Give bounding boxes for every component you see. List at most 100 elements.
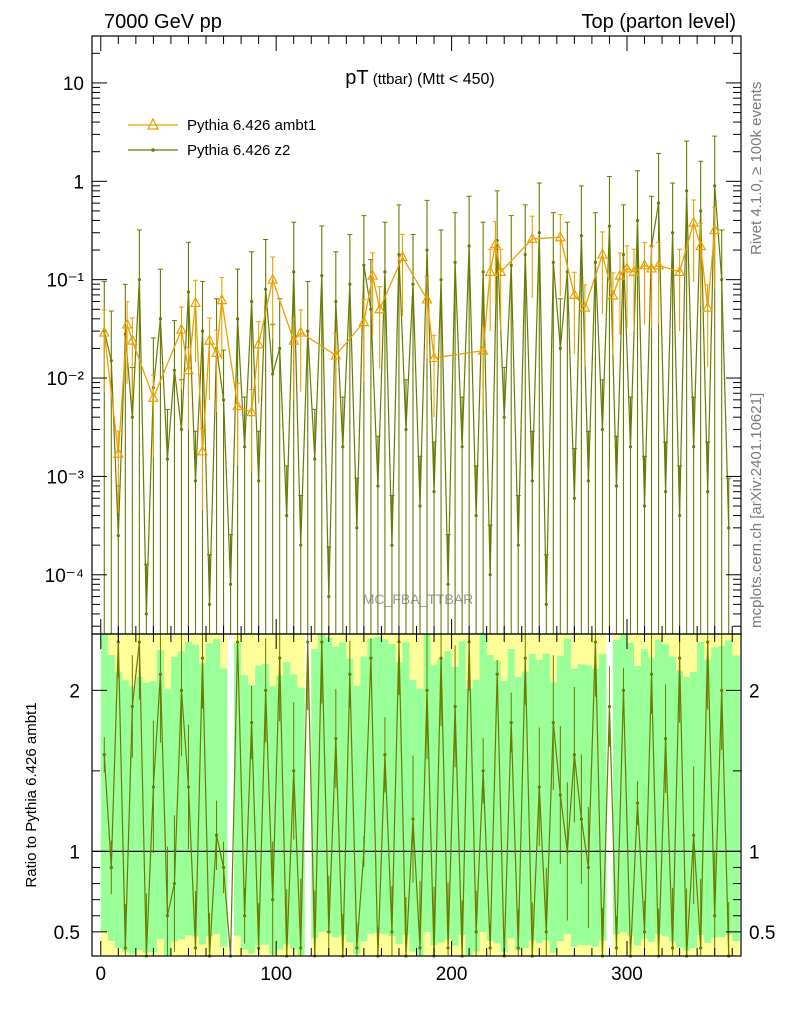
- series-point-z2: [383, 270, 387, 274]
- series-point-z2: [713, 184, 717, 188]
- series-marker-ambt1: [330, 349, 342, 360]
- series-point-z2: [572, 496, 576, 500]
- series-marker-ambt1: [216, 293, 228, 305]
- ratio-point-z2: [193, 946, 198, 950]
- ratio-point-z2: [123, 946, 127, 950]
- series-marker-ambt1: [646, 262, 658, 273]
- ratio-y-tick-label-left: 0.5: [54, 923, 80, 944]
- ratio-point-z2: [418, 946, 422, 950]
- series-marker-ambt1: [709, 223, 721, 235]
- ratio-point-z2: [109, 865, 113, 870]
- ratio-band-green: [612, 639, 621, 935]
- ratio-band-green: [697, 641, 705, 936]
- ratio-point-z2: [495, 672, 499, 676]
- series-marker-ambt1: [211, 346, 223, 358]
- ratio-point-z2: [713, 914, 717, 918]
- legend-marker-z2: [151, 148, 155, 152]
- series-marker-ambt1: [288, 334, 300, 345]
- series-point-z2: [530, 479, 534, 483]
- ratio-point-z2: [200, 656, 205, 660]
- ratio-point-z2: [172, 881, 177, 886]
- series-point-z2: [460, 445, 464, 449]
- series-marker-ambt1: [477, 344, 489, 355]
- ratio-point-z2: [179, 688, 184, 692]
- y-tick-label: 10⁻¹: [47, 271, 85, 292]
- y-tick-label: 10⁻³: [47, 467, 85, 488]
- ratio-band-green: [521, 671, 530, 948]
- series-point-z2: [144, 612, 148, 616]
- ratio-point-z2: [572, 753, 576, 757]
- series-point-z2: [334, 299, 338, 304]
- ratio-band-green: [276, 675, 284, 950]
- series-marker-ambt1: [147, 391, 159, 402]
- series-point-z2: [271, 372, 275, 376]
- ratio-band-green: [458, 641, 467, 936]
- ratio-point-z2: [369, 656, 373, 660]
- ratio-point-z2: [355, 946, 359, 950]
- ratio-point-z2: [446, 946, 450, 950]
- series-point-z2: [692, 445, 696, 449]
- series-point-z2: [670, 231, 675, 235]
- header-right: Top (parton level): [581, 11, 736, 33]
- series-point-z2: [369, 307, 373, 311]
- series-marker-ambt1: [674, 265, 686, 276]
- series-point-z2: [418, 504, 422, 508]
- plot-title-sub: (ttbar): [373, 71, 413, 88]
- ratio-band-green: [325, 637, 333, 934]
- series-point-z2: [488, 573, 492, 577]
- ratio-band-green: [269, 686, 277, 955]
- series-marker-ambt1: [98, 326, 110, 337]
- legend-label-z2: Pythia 6.426 z2: [187, 142, 290, 159]
- series-point-z2: [207, 602, 212, 606]
- ratio-band-green: [206, 643, 214, 936]
- series-marker-ambt1: [232, 399, 244, 411]
- ratio-band-green: [641, 649, 649, 939]
- series-point-z2: [642, 504, 647, 508]
- ratio-point-z2: [488, 946, 492, 950]
- ratio-band-green: [311, 649, 319, 939]
- ratio-band-green: [430, 664, 439, 945]
- ratio-band-green: [191, 644, 200, 937]
- series-marker-ambt1: [579, 301, 591, 312]
- series-point-z2: [341, 445, 345, 449]
- series-marker-ambt1: [253, 338, 265, 349]
- ratio-point-z2: [102, 753, 106, 757]
- series-point-z2: [502, 415, 506, 419]
- plot-title-cut: (Mtt < 450): [417, 71, 495, 88]
- ratio-point-z2: [614, 946, 619, 950]
- series-marker-ambt1: [112, 447, 124, 458]
- ratio-point-z2: [544, 930, 548, 934]
- ratio-point-z2: [699, 946, 703, 950]
- ratio-band-green: [121, 680, 130, 952]
- series-marker-ambt1: [421, 293, 433, 304]
- ratio-point-z2: [593, 640, 598, 644]
- ratio-band-green: [318, 634, 326, 932]
- ratio-band-green: [353, 685, 361, 954]
- ratio-y-tick-label-right: 1: [749, 842, 760, 863]
- legend-label-ambt1: Pythia 6.426 ambt1: [187, 117, 316, 134]
- ratio-point-z2: [439, 656, 443, 660]
- ratio-point-z2: [474, 930, 478, 934]
- series-point-z2: [607, 224, 612, 228]
- ratio-band-green: [528, 653, 537, 941]
- ratio-point-z2: [670, 946, 675, 950]
- ratio-band-green: [135, 676, 144, 951]
- series-marker-ambt1: [688, 216, 700, 227]
- side-label-mcplots: mcplots.cern.ch [arXiv:2401.10621]: [748, 393, 765, 628]
- series-marker-ambt1: [204, 334, 216, 345]
- ratio-band-green: [486, 655, 495, 941]
- ratio-point-z2: [151, 785, 155, 789]
- ratio-band-green: [711, 647, 719, 938]
- ratio-band-green: [100, 634, 109, 932]
- ratio-point-z2: [558, 793, 562, 797]
- series-point-z2: [467, 244, 471, 248]
- ratio-point-z2: [411, 817, 415, 821]
- ratio-band-green: [507, 649, 516, 939]
- series-point-z2: [376, 484, 380, 488]
- ratio-band-green: [346, 658, 354, 943]
- ratio-band-green: [297, 687, 305, 955]
- series-point-z2: [635, 218, 640, 223]
- series-point-z2: [292, 270, 296, 274]
- series-marker-ambt1: [126, 334, 138, 345]
